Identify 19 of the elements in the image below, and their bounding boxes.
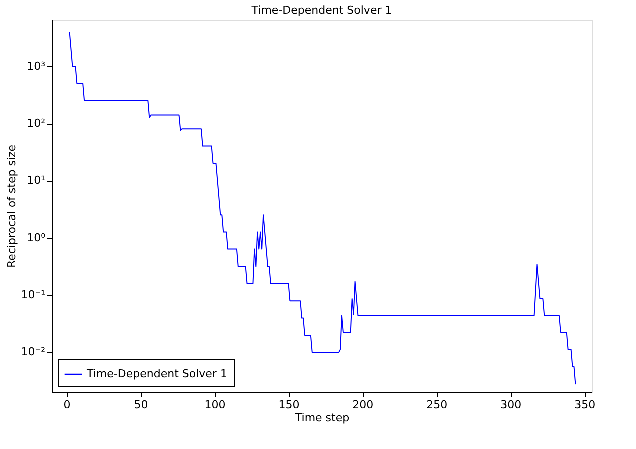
line-series	[69, 32, 576, 386]
x-tick-label: 200	[352, 398, 374, 412]
x-tick-label: 350	[574, 398, 596, 412]
y-tick-label: 10⁻²	[21, 346, 46, 359]
y-tick-label: 10⁻¹	[21, 288, 46, 302]
x-tick-label: 250	[426, 398, 448, 412]
x-axis-title: Time step	[294, 412, 350, 424]
x-tick-label: 50	[134, 398, 148, 412]
legend-label: Time-Dependent Solver 1	[86, 368, 228, 380]
y-tick-label: 10⁰	[27, 231, 46, 244]
x-tick-label: 0	[64, 398, 71, 412]
x-tick-label: 100	[204, 398, 226, 412]
x-tick-label: 300	[500, 398, 522, 412]
x-tick-label: 150	[278, 398, 300, 412]
y-tick-label: 10²	[27, 117, 46, 130]
y-tick-label: 10³	[27, 60, 46, 73]
y-axis-title: Reciprocal of step size	[5, 144, 18, 268]
chart-title: Time-Dependent Solver 1	[250, 4, 392, 17]
y-tick-label: 10¹	[27, 174, 46, 188]
